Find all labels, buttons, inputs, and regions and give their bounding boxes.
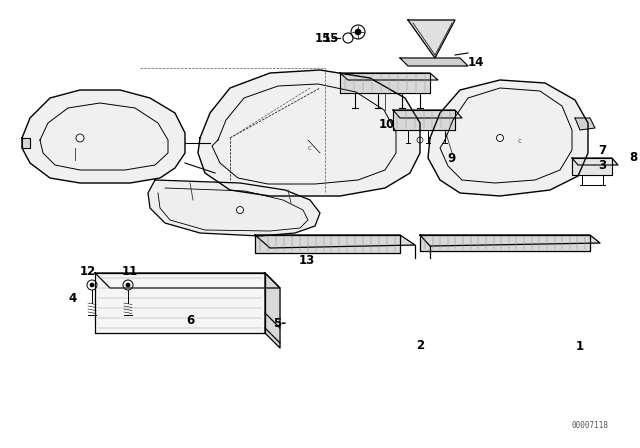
Polygon shape [340,73,430,93]
Text: 14: 14 [468,56,484,69]
Text: 11: 11 [122,264,138,277]
Text: 3: 3 [598,159,606,172]
Text: 12: 12 [80,264,96,277]
Circle shape [90,283,94,287]
Text: 00007118: 00007118 [571,421,608,430]
Circle shape [355,29,361,35]
Polygon shape [95,273,280,288]
Polygon shape [420,235,600,246]
Text: 1: 1 [576,340,584,353]
Polygon shape [22,90,185,183]
Text: 15: 15 [323,31,339,44]
Text: 5-: 5- [273,316,287,329]
Polygon shape [572,158,612,175]
Polygon shape [420,235,590,251]
Text: c: c [308,145,312,151]
Polygon shape [22,138,30,148]
Polygon shape [340,73,438,80]
Polygon shape [575,118,595,130]
Polygon shape [400,58,468,66]
Text: 7: 7 [598,143,606,156]
Polygon shape [265,273,280,348]
Polygon shape [95,273,265,333]
Polygon shape [428,80,588,196]
Text: 9: 9 [448,151,456,164]
Text: 4: 4 [69,292,77,305]
Polygon shape [255,235,400,253]
Polygon shape [255,235,415,248]
Polygon shape [408,20,455,58]
Text: c: c [518,138,522,144]
Text: 15: 15 [315,31,331,44]
Circle shape [126,283,130,287]
Text: 2: 2 [416,339,424,352]
Polygon shape [572,158,618,165]
Polygon shape [393,110,455,130]
Polygon shape [393,110,462,118]
Polygon shape [148,180,320,236]
Polygon shape [198,70,420,196]
Text: 8: 8 [629,151,637,164]
Text: 6: 6 [186,314,194,327]
Text: 13: 13 [299,254,315,267]
Text: 10: 10 [379,117,395,130]
